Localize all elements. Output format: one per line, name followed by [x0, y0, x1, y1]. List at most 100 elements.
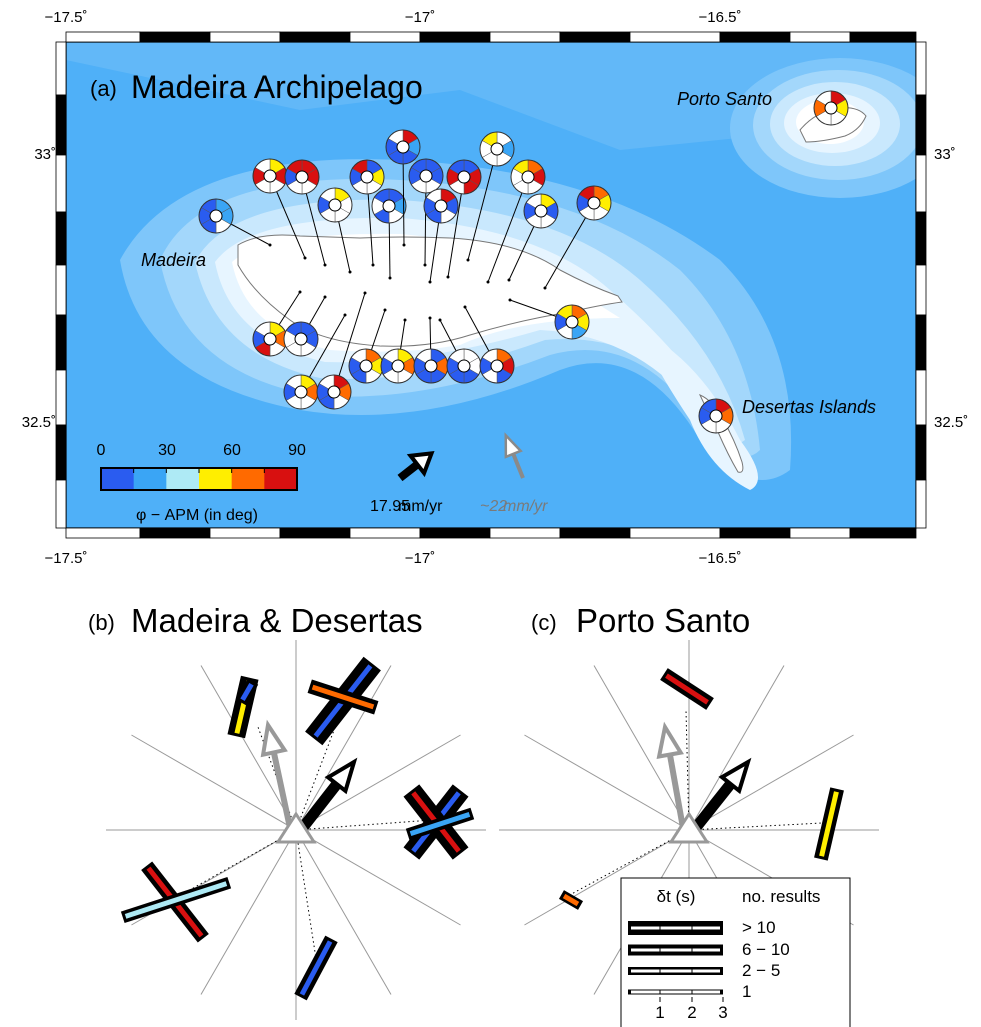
station-pie-17: [283, 321, 319, 357]
station-dot: [466, 258, 470, 262]
station-pie-16: [252, 321, 288, 357]
station-pie-18: [283, 374, 319, 410]
station-dot: [403, 318, 407, 322]
lon-tick-top-3: −16.5˚: [699, 9, 742, 26]
station-dot: [363, 291, 367, 295]
station-dot: [268, 243, 272, 247]
panel-c-title: Porto Santo: [576, 602, 750, 639]
colorbar-tick-90: 90: [288, 442, 306, 459]
station-dot: [507, 278, 511, 282]
label-desertas: Desertas Islands: [742, 397, 876, 417]
station-pie-25: [813, 90, 849, 126]
colorbar-segment: [166, 468, 200, 490]
station-dot: [371, 263, 375, 267]
colorbar-segment: [264, 468, 298, 490]
rose-dotted-line: [295, 829, 318, 966]
station-pie-6: [371, 188, 407, 224]
station-pie-9: [423, 188, 459, 224]
panel-b-bar-mid: [405, 807, 475, 841]
rose-dotted-line: [295, 724, 337, 831]
rose-dotted-line: [685, 709, 690, 831]
station-pie-23: [446, 348, 482, 384]
lon-tick-bottom-1: −17.5˚: [45, 550, 88, 567]
apm-arrow-grey: [504, 432, 525, 479]
colorbar-segment: [133, 468, 167, 490]
station-dot: [463, 305, 467, 309]
station-dot: [508, 298, 512, 302]
panel-b-label: (b): [88, 610, 115, 635]
panel-c-bar-red: [660, 668, 714, 710]
station-dot: [438, 318, 442, 322]
legend-bar-4: [628, 989, 723, 995]
madeira-island: [237, 234, 623, 347]
station-pie-10: [446, 159, 482, 195]
station-pie-2: [252, 158, 288, 194]
panel-b: (b) Madeira & Desertas: [88, 602, 486, 1020]
station-pie-12: [510, 159, 546, 195]
station-pie-5: [349, 159, 385, 195]
legend-axis-3: 3: [718, 1003, 727, 1022]
panel-b-bar-blue-3: [294, 935, 338, 1001]
station-dot: [343, 313, 347, 317]
panel-c-bar-orange: [558, 890, 584, 910]
grey-arrow-unit: mm/yr: [503, 498, 548, 515]
legend-row-1: > 10: [742, 918, 776, 937]
colorbar: 0 30 60 90 φ − APM (in deg): [97, 442, 306, 524]
legend-axis-1: 1: [655, 1003, 664, 1022]
legend-axis-2: 2: [687, 1003, 696, 1022]
map-panel: −17.5˚ −17˚ −16.5˚ −17.5˚ −17˚ −16.5˚ 33…: [22, 9, 968, 567]
legend-bar-1: [628, 921, 723, 935]
station-pie-4: [317, 187, 353, 223]
station-dot: [423, 263, 427, 267]
colorbar-label: φ − APM (in deg): [136, 507, 258, 524]
rose-dotted-line: [171, 829, 297, 901]
legend-bar-3: [628, 967, 723, 975]
delay-time-legend: δt (s) no. results > 10 6 − 10 2 − 5 1 1…: [620, 877, 851, 1027]
panel-c-arrow-grey: [656, 721, 686, 829]
station-leader-line: [487, 176, 529, 283]
panel-b-bar-blue-small: [235, 678, 259, 706]
lat-tick-right-2: 32.5˚: [934, 414, 968, 431]
colorbar-segment: [199, 468, 233, 490]
station-pie-20: [348, 348, 384, 384]
station-dot: [388, 276, 392, 280]
black-arrow-value: 17.95: [370, 498, 410, 515]
label-porto-santo: Porto Santo: [677, 89, 772, 109]
station-pie-7: [385, 129, 421, 165]
apm-arrow-black: [397, 451, 435, 482]
panel-c-bar-yellow: [814, 787, 844, 861]
lon-tick-bottom-2: −17˚: [405, 550, 435, 567]
station-dot: [298, 290, 302, 294]
panel-b-title: Madeira & Desertas: [131, 602, 423, 639]
station-pie-26: [698, 398, 734, 434]
legend-count-header: no. results: [742, 887, 820, 906]
station-pie-15: [554, 304, 590, 340]
station-dot: [402, 243, 406, 247]
panel-b-bar-orange: [307, 679, 379, 715]
station-dot: [486, 280, 490, 284]
panel-b-arrow-black: [296, 757, 358, 834]
panel-b-arrow-grey: [260, 719, 293, 829]
station-dot: [323, 263, 327, 267]
rose-dotted-line: [688, 822, 823, 831]
station-leader-line: [467, 148, 498, 261]
panel-b-bar-cyan: [120, 876, 232, 924]
map-panel-label: (a): [90, 76, 117, 101]
panel-b-station-triangle: [275, 811, 317, 844]
panel-c-arrow-black: [689, 757, 752, 834]
lat-tick-left-2: 32.5˚: [22, 414, 56, 431]
colorbar-segment: [101, 468, 135, 490]
grey-arrow-value: ~22: [480, 498, 507, 515]
station-dot: [428, 280, 432, 284]
lon-tick-bottom-3: −16.5˚: [699, 550, 742, 567]
lon-tick-top-2: −17˚: [405, 9, 435, 26]
rose-dotted-line: [565, 829, 690, 898]
map-frame: [55, 31, 927, 539]
legend-row-3: 2 − 5: [742, 961, 780, 980]
panel-c-station-triangle: [668, 811, 710, 844]
label-madeira: Madeira: [141, 250, 206, 270]
colorbar-tick-0: 0: [97, 442, 106, 459]
station-dot: [303, 256, 307, 260]
station-dot: [348, 270, 352, 274]
